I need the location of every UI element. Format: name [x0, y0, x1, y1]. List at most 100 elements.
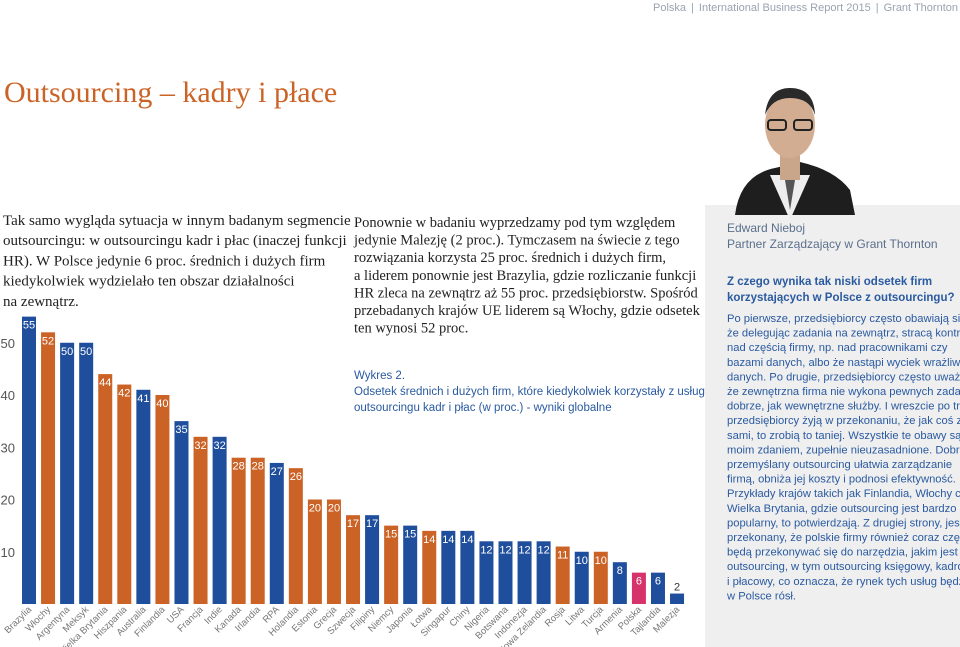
bar	[536, 541, 551, 604]
bar	[460, 530, 475, 604]
value-label: 10	[576, 555, 588, 567]
value-label: 17	[366, 518, 378, 530]
intro-line: przebadanych krajów UE liderem są Włochy…	[354, 303, 701, 319]
bar	[307, 499, 322, 604]
bar	[79, 342, 94, 604]
bar	[612, 562, 627, 604]
body-line: że delegując zadania na zewnątrz, stracą…	[727, 328, 960, 340]
value-label: 40	[156, 398, 168, 410]
intro-line: ten wynosi 52 proc.	[354, 321, 468, 337]
bar	[650, 572, 665, 604]
intro-line: Ponownie w badaniu wyprzedzamy pod tym w…	[354, 215, 676, 231]
body-line: w Polsce rósł.	[726, 590, 796, 602]
intro-line: rozwiązania korzysta 25 proc. średnich i…	[354, 250, 666, 266]
caption-label: Wykres 2.	[354, 370, 405, 382]
body-line: przemyślany outsourcing ułatwia zarządza…	[727, 459, 952, 471]
bar	[174, 421, 189, 604]
caption-line: outsourcingu kadr i płac (w proc.) - wyn…	[354, 402, 612, 414]
bar	[384, 525, 399, 604]
question: Z czego wynika tak niski odsetek firm	[727, 276, 932, 288]
body-line: przedsiębiorcy żyją w przekonaniu, że ja…	[727, 415, 960, 427]
value-label: 15	[385, 529, 397, 541]
value-label: 20	[328, 503, 340, 515]
y-tick-label: 50	[1, 336, 15, 351]
x-tick-label: Rosja	[543, 604, 568, 629]
value-label: 12	[480, 544, 492, 556]
value-label: 27	[271, 466, 283, 478]
header-item: Polska	[653, 2, 687, 14]
value-label: 10	[595, 555, 607, 567]
body-line: będą przekonywać się do narzędzia, jakim…	[727, 547, 959, 559]
portrait	[735, 88, 855, 220]
body-line: dobrze, jak wewnętrzne służby. I wreszci…	[727, 401, 960, 413]
bar	[60, 342, 75, 604]
intro-line: kiedykolwiek wydzielało ten obszar dział…	[3, 274, 295, 290]
value-label: 15	[404, 529, 416, 541]
intro-line: outsourcingu: w outsourcingu kadr i płac…	[3, 233, 347, 249]
author-name: Edward Nieboj	[727, 221, 805, 235]
bar	[479, 541, 494, 604]
separator: |	[876, 2, 879, 14]
value-label: 14	[423, 534, 435, 546]
bar	[136, 389, 151, 604]
bar	[155, 395, 170, 604]
bar	[441, 530, 456, 604]
body-line: Przykłady krajów takich jak Finlandia, W…	[727, 488, 960, 500]
y-tick-label: 40	[1, 388, 15, 403]
value-label: 6	[636, 576, 642, 588]
intro-line: HR). W Polsce jedynie 6 proc. średnich i…	[3, 253, 326, 269]
value-label: 20	[309, 503, 321, 515]
body-line: popularny, to potwierdzają. Z drugiej st…	[727, 517, 960, 529]
bar	[288, 468, 303, 604]
value-label: 42	[118, 388, 130, 400]
bar	[41, 332, 56, 604]
y-tick-label: 10	[1, 545, 15, 560]
body-line: przekonany, że polskie firmy również cor…	[727, 532, 960, 544]
body-line: outsourcing, w tym outsourcing księgowy,…	[727, 561, 960, 573]
value-label: 41	[137, 393, 149, 405]
header-item: International Business Report 2015	[699, 2, 871, 14]
value-label: 50	[80, 346, 92, 358]
bar	[403, 525, 418, 604]
page-title: Outsourcing – kadry i płace	[4, 76, 337, 109]
value-label: 35	[175, 424, 187, 436]
value-label: 6	[655, 576, 661, 588]
intro-line: na zewnątrz.	[3, 294, 79, 310]
value-label: 44	[99, 377, 111, 389]
bar	[346, 515, 361, 604]
value-label: 26	[290, 471, 302, 483]
separator: |	[691, 2, 694, 14]
value-label: 50	[61, 346, 73, 358]
bar	[593, 551, 608, 604]
body-line: sami, to zrobią to taniej. Wszystkie te …	[727, 430, 960, 442]
bar	[250, 457, 265, 604]
value-label: 2	[674, 582, 680, 594]
bar	[212, 436, 227, 604]
value-label: 52	[42, 335, 54, 347]
caption-line: Odsetek średnich i dużych firm, które ki…	[354, 386, 705, 398]
body-line: danych. Po drugie, przedsiębiorcy często…	[727, 371, 960, 383]
value-label: 14	[461, 534, 473, 546]
bar	[326, 499, 341, 604]
y-tick-label: 20	[1, 493, 15, 508]
bar	[193, 436, 208, 604]
body-line: moim zdaniem, zupełnie nieuzasadnione. D…	[727, 444, 960, 456]
bar	[670, 593, 685, 604]
intro-line: a liderem ponownie jest Brazylia, gdzie …	[354, 268, 696, 284]
body-line: i płacowy, co oznacza, że rynek tych usł…	[727, 576, 960, 588]
bar	[422, 530, 437, 604]
bar	[365, 515, 380, 604]
bar	[269, 462, 284, 604]
y-tick-label: 30	[1, 440, 15, 455]
bar	[574, 551, 589, 604]
author-role: Partner Zarządzający w Grant Thornton	[727, 237, 938, 251]
value-label: 11	[557, 550, 568, 562]
value-label: 12	[537, 544, 549, 556]
value-label: 32	[194, 440, 206, 452]
intro-line: HR zleca na zewnątrz aż 55 proc. przedsi…	[354, 285, 698, 301]
value-label: 55	[23, 320, 35, 332]
question: korzystających w Polsce z outsourcingu?	[727, 292, 955, 304]
value-label: 17	[347, 518, 359, 530]
bar	[498, 541, 513, 604]
